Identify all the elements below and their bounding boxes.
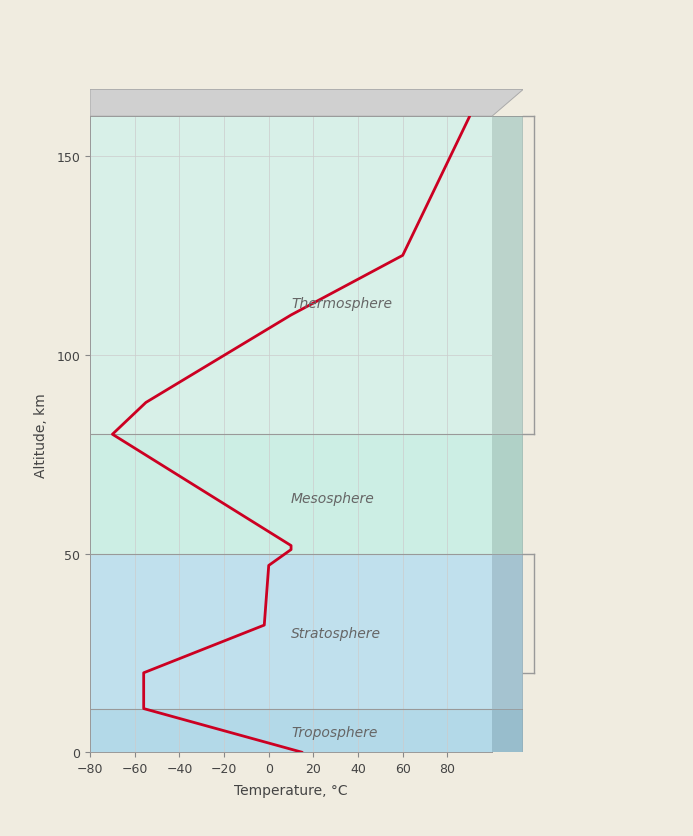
Polygon shape (492, 435, 523, 554)
Y-axis label: Altitude, km: Altitude, km (34, 392, 48, 477)
Bar (90, 435, 492, 554)
Text: Mesosphere: Mesosphere (291, 492, 375, 505)
Text: Stratosphere: Stratosphere (291, 626, 381, 640)
Bar (90, 117, 492, 435)
Bar (90, 554, 492, 709)
Polygon shape (492, 554, 523, 709)
Polygon shape (492, 709, 523, 752)
X-axis label: Temperature, °C: Temperature, °C (234, 783, 348, 798)
Bar (90, 709, 492, 752)
Text: Thermosphere: Thermosphere (291, 297, 392, 311)
Polygon shape (90, 90, 523, 117)
Polygon shape (492, 117, 523, 435)
Text: Troposphere: Troposphere (291, 726, 378, 740)
